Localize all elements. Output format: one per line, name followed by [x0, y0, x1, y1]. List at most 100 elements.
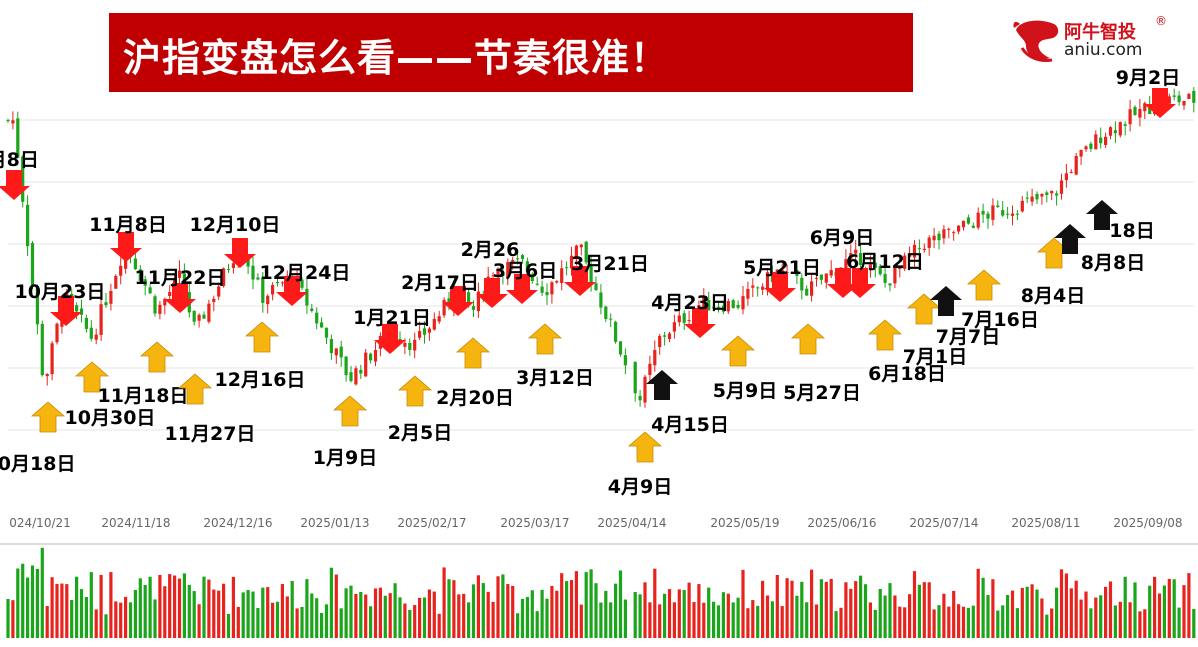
- candle-body: [339, 346, 343, 358]
- sell-signal-arrow-icon: [764, 272, 796, 302]
- volume-bar: [682, 590, 686, 638]
- volume-bar: [437, 613, 441, 638]
- candle-body: [1030, 196, 1034, 202]
- volume-bar: [369, 606, 373, 638]
- signal-date-label: 5月27日: [783, 382, 861, 404]
- volume-bar: [888, 583, 892, 638]
- candle-body: [761, 286, 765, 290]
- candle-body: [334, 348, 338, 356]
- volume-bar: [540, 589, 544, 638]
- volume-bar: [1172, 579, 1176, 638]
- candle-body: [422, 328, 427, 335]
- candle-body: [6, 119, 10, 121]
- volume-bar: [310, 593, 314, 638]
- signal-date-label: 3月6日: [493, 260, 557, 282]
- candle-body: [736, 305, 740, 308]
- volume-bar: [1084, 591, 1088, 638]
- candle-body: [207, 303, 211, 322]
- candle-body: [89, 327, 93, 339]
- volume-bar: [133, 589, 137, 638]
- candle-body: [1177, 95, 1181, 103]
- signal-date-label: 7月16日: [961, 309, 1039, 331]
- candle-body: [854, 249, 858, 254]
- candle-body: [1074, 156, 1078, 175]
- volume-bar: [1074, 580, 1078, 638]
- candle-body: [927, 237, 931, 248]
- volume-bar: [653, 568, 657, 638]
- volume-bar: [1192, 609, 1196, 638]
- candle-body: [520, 255, 525, 259]
- buy-signal-arrow-icon: [332, 395, 368, 427]
- volume-bar: [344, 588, 348, 638]
- volume-bar: [741, 569, 745, 638]
- candle-body: [1069, 171, 1073, 173]
- volume-bar: [854, 581, 858, 638]
- candle-body: [898, 266, 902, 270]
- candle-body: [143, 279, 147, 286]
- signal-date-label: 3月21日: [571, 253, 649, 275]
- x-tick-label: 2025/01/13: [300, 516, 369, 530]
- volume-bar: [530, 590, 534, 638]
- candle-body: [957, 225, 961, 232]
- candle-body: [893, 266, 897, 284]
- candle-body: [192, 310, 196, 322]
- volume-bar: [124, 596, 128, 638]
- bull-logo-icon: [1013, 20, 1059, 62]
- volume-bar: [667, 589, 672, 638]
- x-tick-label: 2025/09/08: [1113, 516, 1182, 530]
- signal-date-label: 4月9日: [608, 476, 672, 498]
- candle-body: [599, 292, 603, 308]
- candle-body: [805, 288, 809, 296]
- signal-date-label: 1月9日: [313, 447, 377, 469]
- volume-bar: [403, 603, 407, 638]
- volume-bar: [334, 574, 338, 638]
- page-title: 沪指变盘怎么看——节奏很准！: [123, 36, 670, 80]
- signal-date-label: 7月7日: [936, 326, 1000, 348]
- registered-mark: ®: [1155, 14, 1167, 28]
- volume-bar: [359, 591, 363, 638]
- candle-body: [604, 306, 608, 319]
- candle-body: [310, 308, 314, 311]
- volume-bar: [212, 589, 216, 638]
- sell-signal-arrow-icon: [276, 276, 308, 306]
- candle-body: [1133, 107, 1137, 115]
- volume-bar: [114, 601, 118, 638]
- volume-bar: [1001, 605, 1005, 638]
- candle-body: [133, 258, 137, 270]
- signal-date-label: 9月2日: [1116, 67, 1180, 89]
- buy-signal-arrow-icon: [177, 373, 213, 405]
- candle-body: [908, 254, 912, 258]
- signal-date-label: 8月8日: [1081, 252, 1145, 274]
- volume-bar: [486, 591, 490, 638]
- sell-signal-arrow-icon: [164, 283, 196, 313]
- volume-bar: [481, 583, 485, 638]
- volume-bar: [84, 596, 88, 638]
- volume-bar: [457, 594, 461, 638]
- volume-bar: [873, 609, 877, 638]
- candle-body: [966, 217, 970, 224]
- volume-bar: [756, 605, 760, 638]
- volume-bar: [388, 593, 392, 638]
- volume-bar: [712, 601, 716, 638]
- candle-body: [114, 275, 118, 289]
- volume-bar: [731, 602, 735, 638]
- volume-bar: [163, 586, 167, 638]
- logo-domain: aniu.com: [1064, 40, 1143, 60]
- candle-body: [364, 352, 368, 377]
- signal-date-label: 2月20日: [436, 387, 514, 409]
- sell-signal-arrow-icon: [1144, 88, 1176, 118]
- volume-bar: [256, 607, 260, 638]
- volume-bar: [383, 595, 387, 638]
- candle-body: [912, 244, 917, 258]
- candle-body: [1050, 190, 1054, 194]
- candle-body: [1104, 136, 1108, 145]
- volume-bar: [1079, 599, 1083, 638]
- volume-bar: [94, 609, 98, 638]
- volume-bar: [471, 584, 476, 638]
- candle-body: [315, 312, 319, 324]
- volume-bar: [1148, 585, 1152, 638]
- x-tick-label: 2025/08/11: [1011, 516, 1080, 530]
- volume-bar: [947, 606, 951, 638]
- volume-bar: [187, 584, 191, 638]
